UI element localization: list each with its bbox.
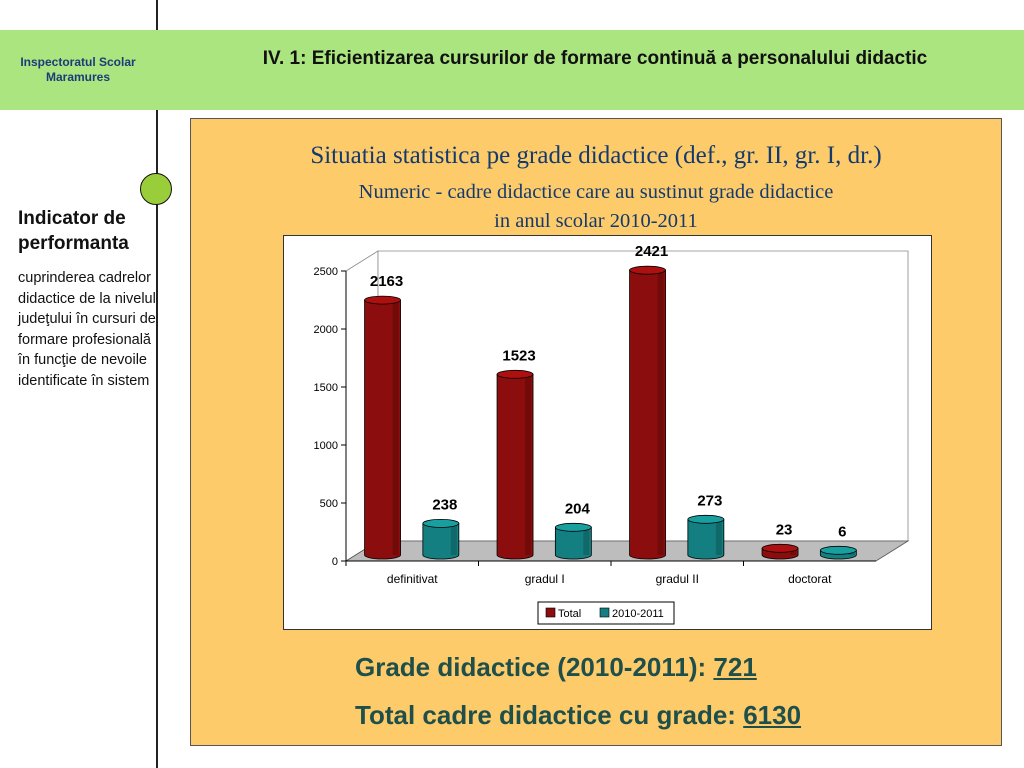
bar	[554, 522, 592, 560]
chart-subtitle-line1: Numeric - cadre didactice care au sustin…	[358, 181, 834, 203]
summary-total-label: Total cadre didactice cu grade:	[355, 700, 744, 730]
bar	[687, 514, 725, 560]
bar	[761, 543, 799, 560]
x-tick-label: gradul I	[525, 572, 565, 586]
bar-body	[687, 518, 725, 560]
bar-shadow	[583, 527, 590, 555]
bar-shadow	[525, 374, 532, 555]
x-tick-label: doctorat	[788, 572, 832, 586]
bar-shadow	[657, 270, 664, 555]
indicator-heading: Indicator de performanta	[18, 208, 129, 254]
bar-cap	[761, 543, 799, 553]
bar	[422, 518, 460, 560]
bar-body	[629, 269, 666, 560]
indicator-text: cuprinderea cadrelor didactice de la niv…	[18, 270, 156, 389]
bar-body	[496, 373, 534, 560]
header-band	[0, 30, 1024, 110]
bar-shadow	[790, 548, 797, 555]
bar-cap	[819, 545, 857, 555]
bar	[364, 295, 401, 560]
chart-axes: 0 500 1000 1500 2000 2500 definitivat gradul I g…	[314, 266, 876, 586]
chart-subtitle: Numeric - cadre didactice care au sustin…	[190, 178, 1002, 236]
legend-swatch	[545, 607, 556, 618]
chart-data-labels: 2163 238 1523 204 2421 273 23 6	[370, 243, 847, 540]
data-label: 204	[565, 500, 591, 517]
bar-body	[422, 522, 460, 560]
data-label: 2163	[370, 273, 403, 290]
bar-body	[554, 526, 592, 560]
bar-cap	[422, 518, 460, 528]
bar-cap	[496, 369, 534, 379]
chart-container: 0 500 1000 1500 2000 2500 definitivat gradul I g…	[283, 235, 932, 630]
bullet-circle-icon	[140, 173, 172, 205]
y-tick-label: 1500	[314, 382, 338, 394]
y-tick-label: 2500	[314, 266, 338, 278]
bar-shadow	[392, 300, 399, 555]
bar-cap	[687, 514, 725, 524]
summary-grades-value: 721	[713, 652, 757, 682]
x-tick-label: definitivat	[387, 572, 438, 586]
y-tick-label: 2000	[314, 324, 338, 336]
legend-entry: Total	[558, 608, 581, 620]
chart-subtitle-line2: in anul scolar 2010-2011	[494, 210, 698, 232]
bar	[819, 545, 857, 560]
data-label: 1523	[502, 347, 535, 364]
bar-cap	[629, 265, 666, 275]
y-tick-label: 0	[332, 556, 338, 568]
chart-back-walls	[344, 250, 910, 562]
organization-name: Inspectoratul Scolar Maramures	[20, 55, 136, 84]
bar-chart: 0 500 1000 1500 2000 2500 definitivat gradul I g…	[314, 243, 910, 625]
summary-grades: Grade didactice (2010-2011): 721	[355, 652, 757, 683]
bar-cap	[554, 522, 592, 532]
bar	[496, 369, 534, 560]
vertical-divider	[156, 0, 158, 768]
data-label: 238	[432, 496, 457, 513]
data-label: 6	[838, 523, 846, 540]
bar	[629, 265, 666, 560]
y-tick-label: 1000	[314, 440, 338, 452]
data-label: 23	[776, 521, 793, 538]
data-label: 273	[697, 492, 722, 509]
bar-body	[364, 299, 401, 560]
legend-swatch	[599, 607, 610, 618]
bar-cap	[364, 295, 401, 305]
legend-entry: 2010-2011	[612, 608, 664, 620]
summary-total-value: 6130	[743, 700, 802, 730]
x-tick-label: gradul II	[656, 572, 699, 586]
summary-grades-label: Grade didactice (2010-2011):	[355, 652, 714, 682]
chart-legend: Total 2010-2011	[537, 601, 675, 625]
chart-bars	[364, 265, 857, 560]
slide-title: IV. 1: Eficientizarea cursurilor de form…	[262, 48, 928, 69]
bar-shadow	[450, 523, 457, 555]
bar-shadow	[715, 519, 722, 555]
y-tick-label: 500	[320, 498, 338, 510]
summary-total: Total cadre didactice cu grade: 6130	[355, 700, 801, 731]
chart-title: Situatia statistica pe grade didactice (…	[310, 142, 882, 169]
data-label: 2421	[635, 243, 668, 260]
